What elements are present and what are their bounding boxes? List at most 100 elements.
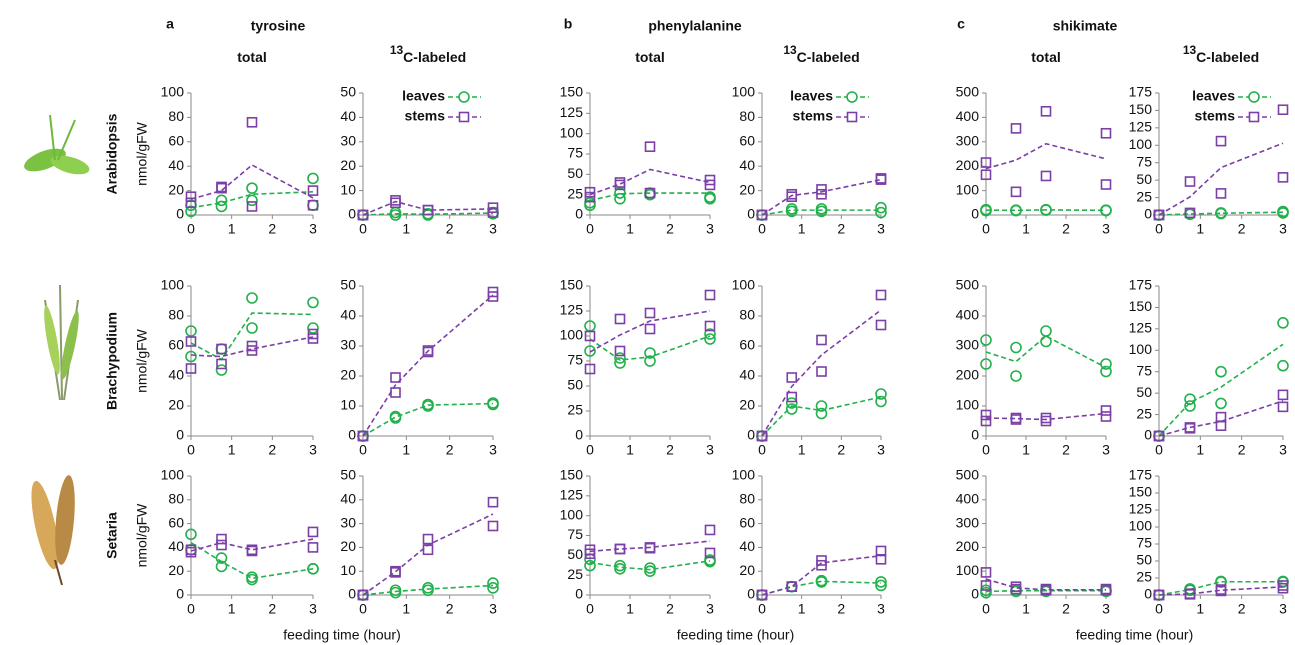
data-point <box>980 409 992 421</box>
data-point <box>644 565 656 578</box>
legend-symbol <box>458 111 470 123</box>
x-axis-title: feeding time (hour) <box>283 627 401 643</box>
x-tick-label: 3 <box>489 601 497 617</box>
mean-line <box>761 554 882 596</box>
data-point <box>584 559 596 572</box>
data-point <box>875 174 887 185</box>
y-tick-label: 0 <box>348 427 356 443</box>
superscript: 13 <box>390 43 404 57</box>
data-point <box>786 391 798 403</box>
panel-subtitle: 13C-labeled <box>390 43 466 65</box>
y-tick-label: 0 <box>747 206 755 222</box>
y-tick-label: 0 <box>971 586 979 602</box>
x-tick-label: 0 <box>359 442 367 458</box>
data-point <box>1184 400 1196 412</box>
data-point <box>614 352 626 364</box>
data-point <box>215 343 228 355</box>
legend-label: stems <box>405 108 446 124</box>
x-tick-label: 1 <box>228 221 236 237</box>
x-tick-label: 3 <box>1102 601 1110 617</box>
data-point <box>1153 589 1165 601</box>
data-point <box>487 520 499 532</box>
data-point <box>307 526 319 538</box>
data-point <box>815 400 828 412</box>
mean-line <box>589 310 711 353</box>
legend-label: leaves <box>790 88 833 104</box>
legend-symbol <box>1248 91 1260 103</box>
y-tick-label: 75 <box>1136 535 1152 551</box>
y-tick-label: 150 <box>1129 298 1153 314</box>
data-point <box>307 542 319 553</box>
data-point <box>1010 123 1022 134</box>
mean-line <box>190 312 314 361</box>
data-point <box>1100 584 1112 596</box>
data-point <box>1277 389 1289 401</box>
x-tick-label: 0 <box>359 601 367 617</box>
data-point <box>1184 176 1196 187</box>
data-point <box>487 207 499 218</box>
data-point <box>584 548 596 560</box>
y-tick-label: 40 <box>168 157 184 173</box>
data-point <box>785 205 798 218</box>
x-tick-label: 2 <box>1238 221 1246 237</box>
x-tick-label: 0 <box>982 221 990 237</box>
data-point <box>875 579 887 592</box>
x-tick-label: 2 <box>446 442 454 458</box>
data-point <box>1184 393 1196 405</box>
data-point <box>1277 582 1289 594</box>
data-point <box>644 542 656 554</box>
mean-line <box>761 178 882 216</box>
data-point <box>980 567 992 578</box>
data-point <box>246 322 258 334</box>
x-tick-label: 2 <box>1062 221 1070 237</box>
data-point <box>614 559 626 572</box>
y-axis-title: nmol/gFW <box>134 503 150 568</box>
x-tick-label: 0 <box>359 221 367 237</box>
data-point <box>185 205 197 218</box>
x-tick-label: 2 <box>837 442 845 458</box>
legend-label: leaves <box>1192 88 1235 104</box>
x-tick-label: 0 <box>1155 442 1163 458</box>
y-tick-label: 500 <box>956 84 980 100</box>
data-point <box>216 182 227 194</box>
x-tick-label: 1 <box>1196 442 1204 458</box>
data-point <box>816 366 827 377</box>
y-tick-label: 300 <box>956 514 980 530</box>
data-point <box>875 206 887 219</box>
x-tick-label: 2 <box>268 601 276 617</box>
legend-marker <box>846 111 858 123</box>
panel-letter: a <box>166 16 174 32</box>
mean-line <box>1158 400 1284 437</box>
y-tick-label: 20 <box>168 181 184 197</box>
y-tick-label: 40 <box>739 157 755 173</box>
data-point <box>756 430 768 442</box>
data-point <box>390 567 401 578</box>
x-tick-label: 0 <box>758 221 766 237</box>
y-tick-label: 25 <box>567 402 583 418</box>
x-tick-label: 3 <box>1279 442 1287 458</box>
data-point <box>584 191 596 203</box>
x-tick-label: 0 <box>586 601 594 617</box>
y-tick-label: 80 <box>168 491 184 507</box>
data-point <box>1277 172 1289 183</box>
y-tick-label: 100 <box>956 562 980 578</box>
legend-marker <box>458 91 470 103</box>
data-point <box>422 584 434 597</box>
legend-marker <box>846 91 858 103</box>
y-tick-label: 60 <box>739 133 755 149</box>
mean-line <box>190 541 314 580</box>
x-tick-label: 2 <box>1062 442 1070 458</box>
y-tick-label: 200 <box>956 538 980 554</box>
subtitle-text: C-labeled <box>797 49 860 65</box>
y-tick-label: 50 <box>340 467 356 483</box>
y-tick-label: 30 <box>340 514 356 530</box>
plant-icon <box>44 284 79 401</box>
data-point <box>1215 188 1227 199</box>
data-point <box>816 334 827 346</box>
x-tick-label: 2 <box>446 221 454 237</box>
y-tick-label: 50 <box>567 165 583 181</box>
data-point <box>215 200 228 213</box>
y-tick-label: 150 <box>560 277 584 293</box>
data-point <box>1010 370 1022 382</box>
data-point <box>1215 397 1227 410</box>
